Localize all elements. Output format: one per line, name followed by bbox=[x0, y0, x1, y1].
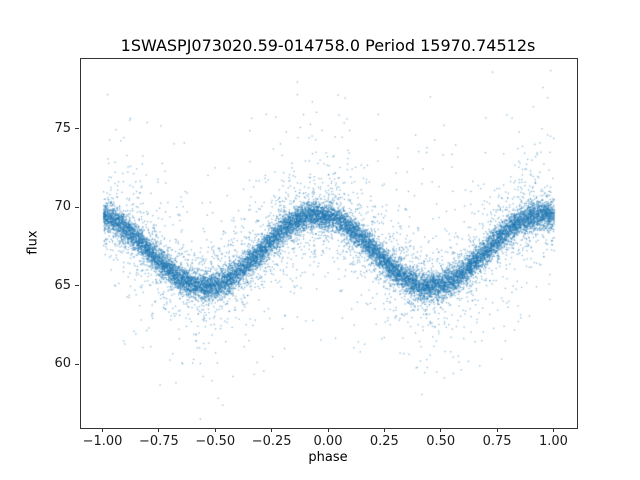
x-tick-mark bbox=[102, 428, 104, 432]
chart-title: 1SWASPJ073020.59-014758.0 Period 15970.7… bbox=[120, 36, 536, 55]
y-tick-mark bbox=[75, 206, 79, 208]
x-tick-label: −0.25 bbox=[251, 434, 292, 449]
x-tick-label: 0.00 bbox=[313, 434, 343, 449]
y-tick-label: 65 bbox=[54, 277, 71, 293]
x-tick-mark bbox=[327, 428, 329, 432]
x-tick-mark bbox=[271, 428, 273, 432]
x-tick-mark bbox=[383, 428, 385, 432]
y-axis-label: flux bbox=[25, 230, 41, 255]
y-tick-label: 70 bbox=[54, 199, 71, 215]
x-tick-label: 1.00 bbox=[538, 434, 568, 449]
x-tick-label: 0.50 bbox=[426, 434, 456, 449]
y-tick-mark bbox=[75, 285, 79, 287]
x-tick-mark bbox=[214, 428, 216, 432]
y-tick-mark bbox=[75, 363, 79, 365]
x-tick-label: 0.75 bbox=[482, 434, 512, 449]
x-tick-label: −0.75 bbox=[138, 434, 179, 449]
y-tick-mark bbox=[75, 128, 79, 130]
x-axis-label: phase bbox=[308, 450, 348, 465]
x-tick-mark bbox=[440, 428, 442, 432]
x-tick-mark bbox=[496, 428, 498, 432]
x-tick-label: −1.00 bbox=[82, 434, 123, 449]
y-tick-label: 75 bbox=[54, 120, 71, 136]
x-tick-mark bbox=[552, 428, 554, 432]
scatter-points-canvas bbox=[81, 59, 577, 428]
plot-area bbox=[80, 58, 578, 429]
x-tick-label: −0.50 bbox=[195, 434, 236, 449]
x-tick-label: 0.25 bbox=[369, 434, 399, 449]
y-tick-label: 60 bbox=[54, 356, 71, 372]
x-tick-mark bbox=[158, 428, 160, 432]
